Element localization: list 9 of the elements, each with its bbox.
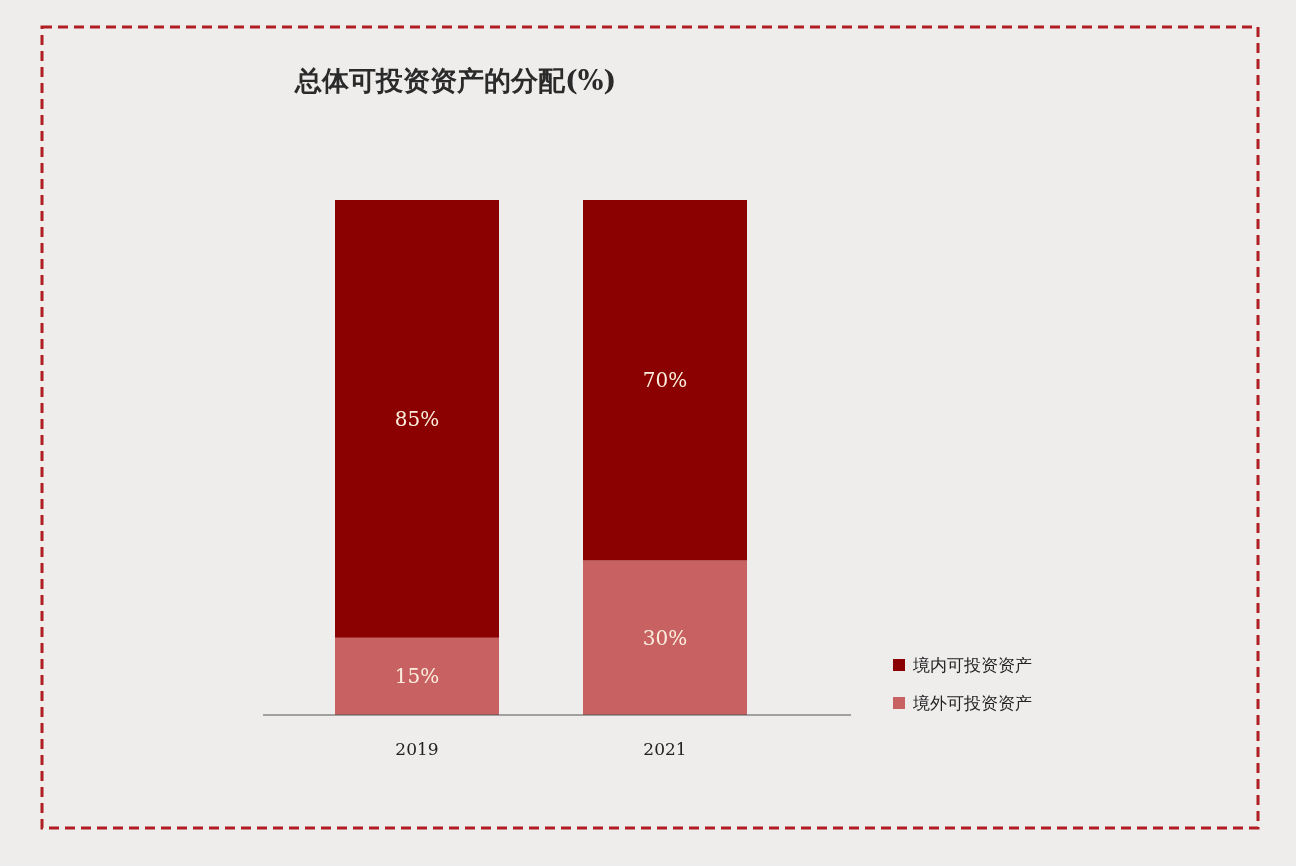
- data-label: 15%: [394, 664, 440, 689]
- legend-label: 境外可投资资产: [912, 693, 1032, 713]
- data-label: 70%: [642, 368, 688, 393]
- x-tick-label: 2021: [643, 739, 687, 759]
- x-tick-label: 2019: [395, 739, 439, 759]
- data-label: 85%: [394, 406, 440, 431]
- data-label: 30%: [642, 625, 688, 650]
- chart-title: 总体可投资资产的分配(%): [294, 65, 617, 96]
- legend-label: 境内可投资资产: [912, 655, 1032, 675]
